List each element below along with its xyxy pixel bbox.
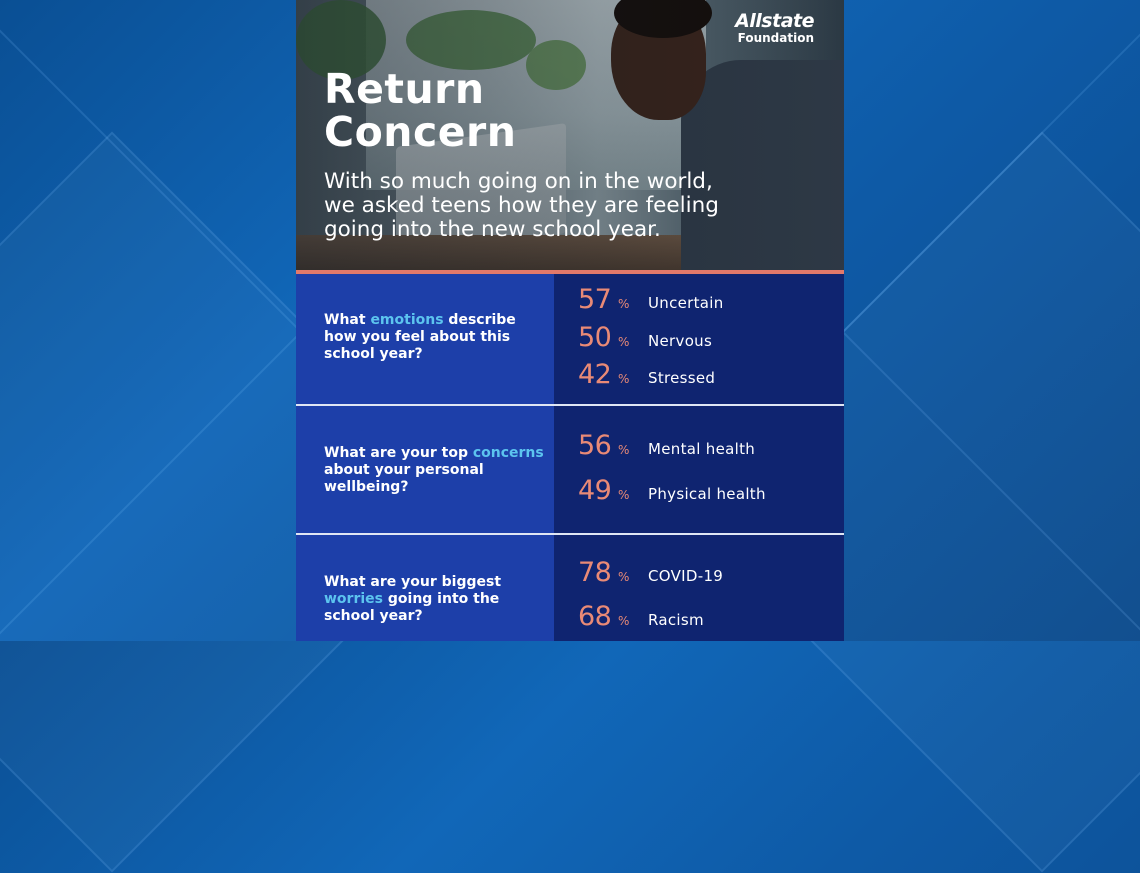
logo-name: Allstate bbox=[735, 10, 814, 32]
plant-image bbox=[526, 40, 586, 90]
survey-section-concerns: What are your top concerns about your pe… bbox=[296, 406, 844, 533]
question-keyword: emotions bbox=[370, 312, 444, 328]
logo-sub: Foundation bbox=[737, 31, 814, 45]
question-text-part: about your personal wellbeing? bbox=[324, 462, 484, 495]
question-text-part: going into the school year? bbox=[324, 591, 500, 624]
plant-image bbox=[406, 10, 536, 70]
stat-label: Mental health bbox=[648, 440, 756, 458]
question-text-part: What bbox=[324, 312, 371, 328]
answers-panel: 78 % COVID-19 68 % Racism bbox=[554, 535, 844, 641]
question-keyword: worries bbox=[324, 591, 383, 607]
question-text: What are your biggest worries going into… bbox=[324, 574, 544, 625]
question-text-part: What are your top bbox=[324, 445, 473, 461]
question-panel: What are your top concerns about your pe… bbox=[296, 406, 554, 533]
hero-overlay bbox=[296, 0, 844, 270]
stat-row: 42 % Stressed bbox=[578, 359, 715, 390]
stat-percent: 42 bbox=[578, 359, 612, 390]
survey-section-emotions: What emotions describe how you feel abou… bbox=[296, 274, 844, 404]
stat-percent: 50 bbox=[578, 322, 612, 353]
stat-row: 78 % COVID-19 bbox=[578, 557, 723, 588]
stat-row: 68 % Racism bbox=[578, 601, 704, 632]
stat-row: 56 % Mental health bbox=[578, 430, 755, 461]
stat-percent-sign: % bbox=[618, 372, 630, 386]
stat-percent: 68 bbox=[578, 601, 612, 632]
stat-percent: 57 bbox=[578, 284, 612, 315]
accent-divider bbox=[296, 270, 844, 274]
page-subtitle: With so much going on in the world, we a… bbox=[324, 169, 719, 242]
stat-percent-sign: % bbox=[618, 297, 630, 311]
stat-percent: 49 bbox=[578, 475, 612, 506]
section-divider bbox=[296, 404, 844, 406]
stat-row: 50 % Nervous bbox=[578, 322, 712, 353]
page-title: Return Concern bbox=[324, 65, 517, 156]
stat-percent: 78 bbox=[578, 557, 612, 588]
hero-photo: Return Concern With so much going on in … bbox=[296, 0, 844, 270]
stat-label: COVID-19 bbox=[648, 567, 724, 585]
stat-percent-sign: % bbox=[618, 443, 630, 457]
question-text: What are your top concerns about your pe… bbox=[324, 445, 544, 496]
stat-row: 57 % Uncertain bbox=[578, 284, 724, 315]
question-text: What emotions describe how you feel abou… bbox=[324, 312, 544, 363]
plant-image bbox=[296, 0, 386, 80]
section-divider bbox=[296, 533, 844, 535]
question-text-part: What are your biggest bbox=[324, 574, 502, 590]
answers-panel: 56 % Mental health 49 % Physical health bbox=[554, 406, 844, 533]
answers-panel: 57 % Uncertain 50 % Nervous 42 % Stresse… bbox=[554, 274, 844, 404]
infographic-card: Return Concern With so much going on in … bbox=[296, 0, 844, 641]
stat-label: Nervous bbox=[648, 332, 713, 350]
question-panel: What are your biggest worries going into… bbox=[296, 535, 554, 641]
stat-label: Uncertain bbox=[648, 294, 724, 312]
allstate-foundation-logo: Allstate Foundation bbox=[735, 10, 814, 45]
stat-row: 49 % Physical health bbox=[578, 475, 766, 506]
stat-percent-sign: % bbox=[618, 614, 630, 628]
stat-percent-sign: % bbox=[618, 570, 630, 584]
survey-section-worries: What are your biggest worries going into… bbox=[296, 535, 844, 641]
stat-percent-sign: % bbox=[618, 335, 630, 349]
stat-label: Stressed bbox=[648, 369, 716, 387]
question-text-part: describe how you feel about this school … bbox=[324, 312, 516, 362]
question-keyword: concerns bbox=[472, 445, 544, 461]
stat-label: Racism bbox=[648, 611, 704, 629]
student-body-image bbox=[681, 60, 844, 270]
stat-label: Physical health bbox=[648, 485, 766, 503]
question-panel: What emotions describe how you feel abou… bbox=[296, 274, 554, 404]
stat-percent: 56 bbox=[578, 430, 612, 461]
stat-percent-sign: % bbox=[618, 488, 630, 502]
